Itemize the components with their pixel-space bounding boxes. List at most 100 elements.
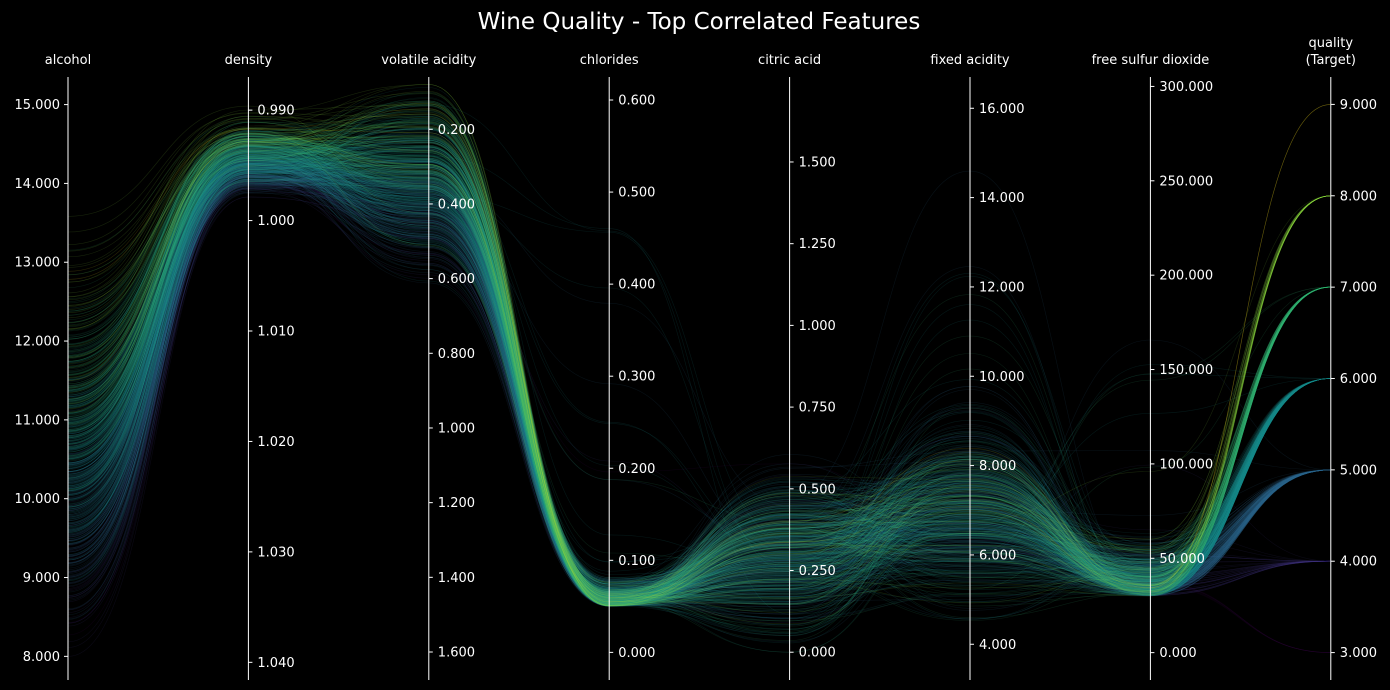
tick-label-free_sulfur_dioxide: 200.000	[1159, 269, 1213, 284]
data-line-quality-7	[67, 141, 1331, 606]
tick-label-chlorides: 0.300	[618, 370, 655, 385]
data-line-quality-6	[67, 167, 1331, 592]
tick-label-fixed_acidity: 14.000	[979, 191, 1025, 206]
axis-label-citric_acid: citric acid	[758, 53, 821, 68]
data-line-quality-8	[67, 109, 1331, 613]
axis-volatile_acidity: volatile acidity 0.200 0.400 0.600 0.800 1.00…	[381, 53, 477, 680]
data-line-quality-5	[67, 171, 1331, 603]
data-line-quality-5	[67, 186, 1331, 598]
data-line-quality-6	[67, 161, 1331, 597]
data-line-quality-6	[67, 146, 1331, 597]
data-line-quality-6	[67, 178, 1331, 605]
tick-label-chlorides: 0.500	[618, 186, 655, 201]
data-line-quality-6	[67, 139, 1331, 604]
data-line-quality-5	[67, 178, 1331, 604]
axis-label-alcohol: alcohol	[45, 53, 91, 68]
tick-label-citric_acid: 1.500	[799, 155, 836, 170]
tick-label-alcohol: 15.000	[15, 98, 61, 113]
data-line-quality-5	[67, 139, 1331, 606]
data-line-quality-6	[67, 147, 1331, 602]
axis-alcohol: alcohol 8.000 9.000 10.000 11.000 12.000 13.00…	[15, 53, 91, 680]
tick-label-alcohol: 11.000	[15, 413, 61, 428]
axis-quality: quality (Target) 3.000 4.000 5.000 6.000 7.000…	[1306, 36, 1377, 680]
axes: alcohol 8.000 9.000 10.000 11.000 12.000 13.00…	[15, 36, 1377, 680]
axis-chlorides: chlorides 0.000 0.100 0.200 0.300 0.400 0.500 0…	[580, 53, 655, 680]
data-line-quality-5	[67, 176, 1331, 605]
data-line-quality-6	[67, 134, 1331, 597]
data-line-quality-6	[67, 138, 1331, 605]
data-line-quality-6	[67, 116, 1331, 603]
data-line-quality-8	[67, 128, 1331, 607]
data-line-quality-5	[67, 176, 1331, 601]
data-line-quality-6	[67, 183, 1331, 592]
data-line-quality-5	[67, 182, 1331, 605]
data-line-quality-5	[67, 164, 1331, 605]
data-line-quality-6	[67, 150, 1331, 631]
tick-label-volatile_acidity: 0.800	[438, 347, 475, 362]
data-line-quality-8	[67, 127, 1331, 594]
data-line-quality-5	[67, 171, 1331, 593]
data-line-quality-5	[67, 181, 1331, 598]
data-line-quality-6	[67, 159, 1331, 603]
tick-label-quality: 9.000	[1340, 98, 1377, 113]
data-line-quality-6	[67, 136, 1331, 598]
data-line-quality-6	[67, 166, 1331, 603]
tick-label-volatile_acidity: 0.200	[438, 123, 475, 138]
data-line-quality-6	[67, 118, 1331, 571]
data-line-quality-5	[67, 161, 1331, 603]
tick-label-free_sulfur_dioxide: 250.000	[1159, 174, 1213, 189]
data-line-quality-5	[67, 165, 1331, 602]
data-line-quality-6	[67, 136, 1331, 602]
data-line-quality-5	[67, 164, 1331, 605]
data-line-quality-6	[67, 160, 1331, 606]
data-line-quality-5	[67, 154, 1331, 603]
tick-label-volatile_acidity: 1.600	[438, 645, 475, 660]
tick-label-volatile_acidity: 1.000	[438, 421, 475, 436]
data-line-quality-6	[67, 156, 1331, 598]
data-line-quality-8	[67, 140, 1331, 601]
data-line-quality-6	[67, 135, 1331, 606]
data-line-quality-5	[67, 186, 1331, 604]
data-line-quality-8	[67, 137, 1331, 598]
data-line-quality-6	[67, 154, 1331, 597]
data-line-quality-5	[67, 159, 1331, 594]
data-line-quality-6	[67, 158, 1331, 599]
data-line-quality-8	[67, 126, 1331, 603]
data-line-quality-6	[67, 154, 1331, 605]
axis-label-quality: quality	[1309, 36, 1354, 51]
data-line-quality-7	[67, 136, 1331, 592]
tick-label-volatile_acidity: 0.400	[438, 197, 475, 212]
axis-label-chlorides: chlorides	[580, 53, 639, 68]
tick-label-quality: 6.000	[1340, 372, 1377, 387]
tick-label-chlorides: 0.400	[618, 278, 655, 293]
data-line-quality-6	[67, 133, 1331, 592]
data-line-quality-6	[67, 133, 1331, 601]
data-line-quality-6	[67, 169, 1331, 594]
data-line-quality-6	[67, 87, 1331, 600]
tick-label-free_sulfur_dioxide: 100.000	[1159, 457, 1213, 472]
data-line-quality-6	[67, 173, 1331, 607]
axis-label-free_sulfur_dioxide: free sulfur dioxide	[1092, 53, 1210, 68]
axis-citric_acid: citric acid 0.000 0.250 0.500 0.750 1.000 1.25…	[758, 53, 836, 680]
data-line-quality-5	[67, 169, 1331, 600]
tick-label-citric_acid: 1.000	[799, 319, 836, 334]
data-line-quality-5	[67, 168, 1331, 604]
data-line-quality-5	[67, 168, 1331, 607]
data-line-quality-6	[67, 149, 1331, 619]
data-line-quality-8	[67, 127, 1331, 594]
data-line-quality-5	[67, 176, 1331, 607]
data-line-quality-5	[67, 175, 1331, 596]
data-line-quality-3	[67, 181, 1331, 653]
data-line-quality-8	[67, 133, 1331, 600]
data-line-quality-6	[67, 132, 1331, 596]
data-line-quality-5	[67, 180, 1331, 611]
tick-label-free_sulfur_dioxide: 50.000	[1159, 552, 1205, 567]
chart-title: Wine Quality - Top Correlated Features	[478, 9, 921, 35]
tick-label-alcohol: 9.000	[23, 571, 60, 586]
data-line-quality-5	[67, 175, 1331, 590]
data-line-quality-4	[67, 175, 1331, 603]
data-line-quality-8	[67, 105, 1331, 591]
data-line-quality-7	[67, 133, 1331, 595]
